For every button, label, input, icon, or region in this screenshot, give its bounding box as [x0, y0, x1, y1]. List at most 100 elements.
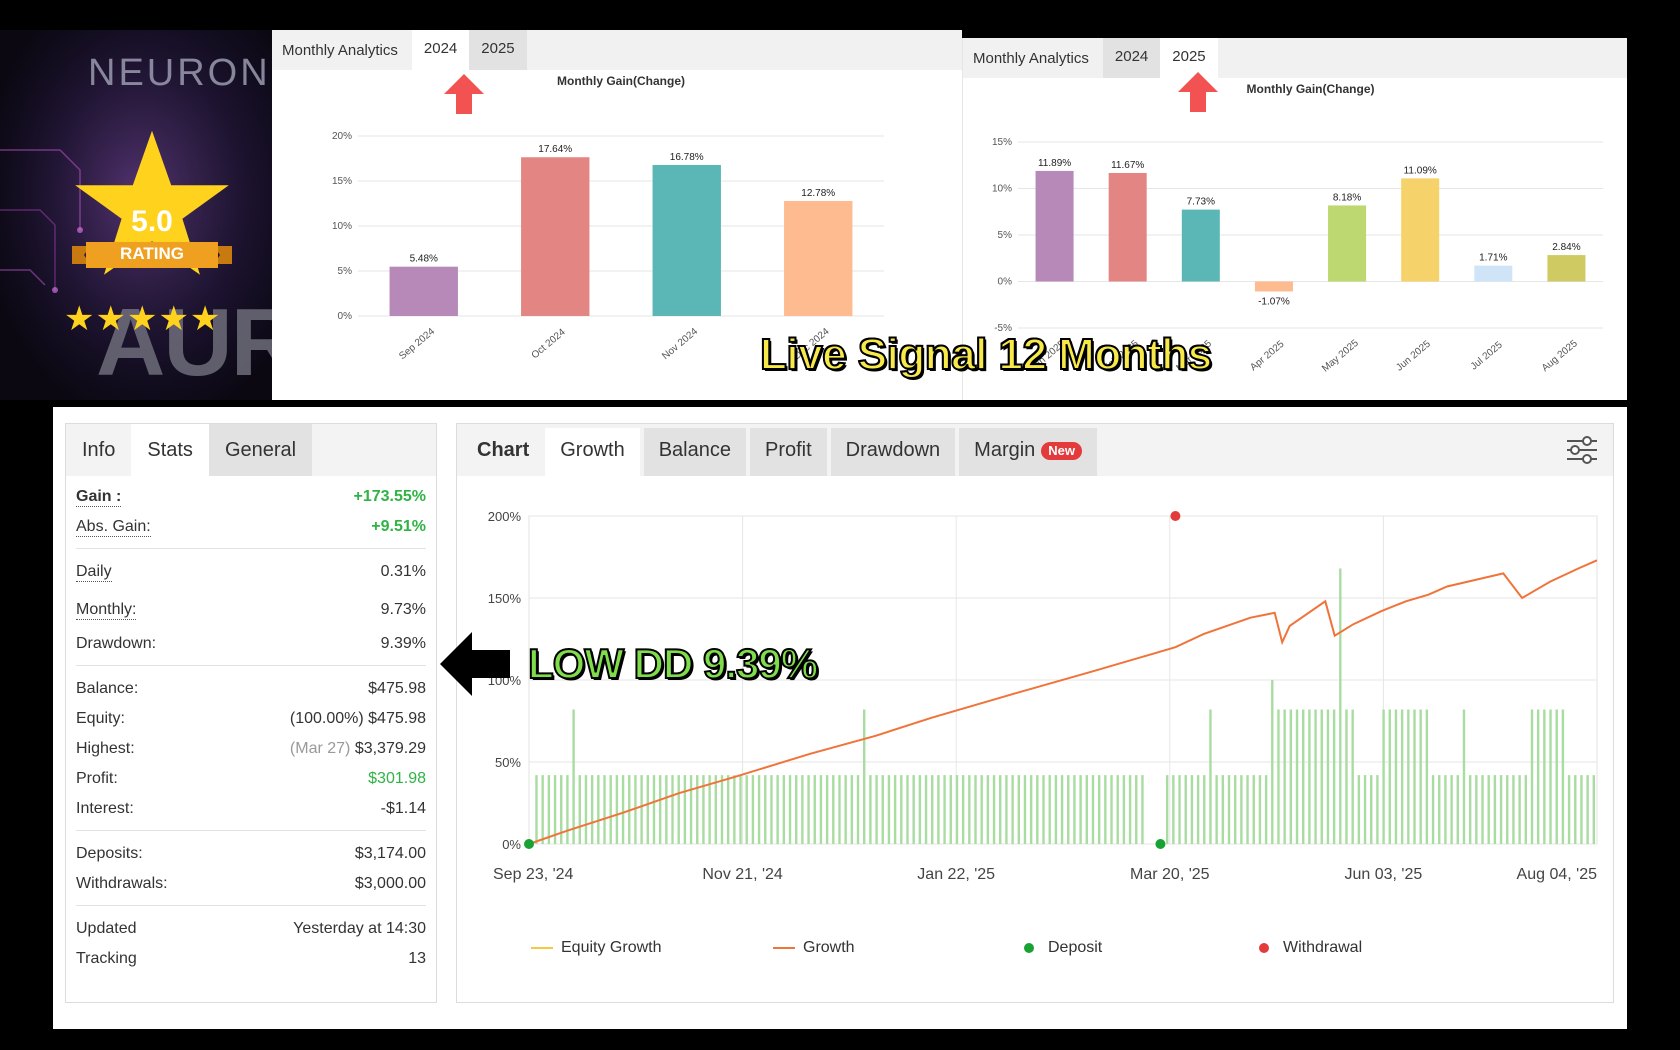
tab-margin[interactable]: Margin New [959, 428, 1098, 476]
tab-general[interactable]: General [208, 424, 313, 476]
legend-label: Growth [803, 939, 855, 956]
daily-bar [1172, 775, 1175, 844]
tab-margin-label: Margin [974, 439, 1036, 461]
equity-growth-swatch [531, 947, 553, 949]
y-tick-label: 15% [992, 137, 1012, 148]
daily-bar [1394, 709, 1398, 844]
daily-bar [918, 775, 922, 844]
daily-bar [745, 775, 748, 844]
daily-bar [1555, 709, 1558, 844]
daily-bar [590, 775, 594, 844]
daily-bar [893, 775, 897, 844]
daily-bar [1351, 709, 1354, 844]
tab-info[interactable]: Info [82, 439, 116, 461]
daily-bar [1295, 709, 1299, 844]
daily-bar [900, 775, 903, 844]
sliders-icon[interactable] [1565, 434, 1599, 466]
legend-withdrawal[interactable]: Withdrawal [1259, 939, 1362, 957]
deposits-label: Deposits: [76, 845, 143, 862]
daily-bar [1184, 775, 1187, 844]
daily-bar [751, 775, 755, 844]
legend-growth[interactable]: Growth [773, 939, 855, 957]
bar-value-label: 2.84% [1552, 242, 1580, 253]
daily-bar [702, 775, 705, 844]
analytics-label: Monthly Analytics [282, 41, 398, 59]
rating-value: 5.0 [131, 205, 173, 238]
daily-bar [961, 775, 965, 844]
drawdown-label: Drawdown: [76, 635, 157, 652]
tab-2025[interactable]: 2025 [469, 30, 527, 70]
daily-bar [801, 775, 804, 844]
profit-value: $301.98 [368, 770, 426, 787]
growth-chart: 0%50%100%150%200%Sep 23, '24 Nov 21, '24 J… [488, 509, 1598, 883]
tab-stats[interactable]: Stats [131, 424, 209, 476]
daily-bar [1079, 775, 1082, 844]
deposit-marker [1155, 839, 1166, 849]
daily-bar [1561, 709, 1565, 844]
daily-bar [1580, 775, 1583, 844]
stats-tabbar: Info Stats General [66, 424, 436, 476]
bar-value-label: 5.48% [410, 254, 438, 265]
daily-bar [1271, 680, 1274, 844]
daily-bar [634, 775, 637, 844]
tab-growth[interactable]: Growth [545, 428, 640, 476]
daily-bar [1141, 775, 1144, 844]
abs-gain-label[interactable]: Abs. Gain: [76, 517, 151, 537]
tab-2024[interactable]: 2024 [1102, 38, 1161, 78]
tracking-label: Tracking [76, 950, 137, 967]
tab-profit[interactable]: Profit [749, 428, 827, 476]
monthly-gain-chart-2025: Monthly Gain(Change) -5% 0% 5% 10% 15% 11.89% J… [992, 82, 1603, 374]
bar [389, 266, 458, 316]
legend-equity-growth[interactable]: Equity Growth [531, 939, 661, 957]
equity-value-group: (100.00%) $475.98 [290, 710, 426, 728]
equity-label: Equity: [76, 710, 125, 727]
daily-bar [863, 709, 866, 844]
chart-title: Monthly Gain(Change) [1247, 82, 1375, 96]
y-tick-label: 200% [488, 509, 522, 524]
tab-balance[interactable]: Balance [643, 428, 746, 476]
bar [1328, 205, 1367, 282]
daily-bar [1073, 775, 1076, 844]
daily-bar [1110, 775, 1113, 844]
analytics-label: Monthly Analytics [973, 49, 1089, 67]
daily-bar [1048, 775, 1051, 844]
equity-value: $475.98 [368, 710, 426, 727]
daily-bar [1067, 775, 1070, 844]
daily-bar [683, 775, 687, 844]
interest-row: Interest: -$1.14 [76, 794, 426, 824]
daily-bar [1407, 709, 1410, 844]
y-tick-label: -5% [994, 323, 1012, 334]
deposits-row: Deposits: $3,174.00 [76, 839, 426, 869]
gain-label[interactable]: Gain : [76, 487, 122, 507]
divider [76, 830, 426, 831]
monthly-label[interactable]: Monthly: [76, 600, 137, 620]
brand-top-word: NEURON [88, 52, 271, 94]
daily-bar [1339, 568, 1342, 844]
bar [1254, 281, 1293, 292]
tab-2024[interactable]: 2024 [411, 30, 470, 70]
daily-bar [1233, 775, 1237, 844]
daily-bar [782, 775, 786, 844]
profit-row: Profit: $301.98 [76, 764, 426, 794]
daily-bar [1543, 709, 1546, 844]
daily-label[interactable]: Daily [76, 562, 112, 582]
daily-bar [1444, 775, 1447, 844]
tab-2025[interactable]: 2025 [1160, 38, 1218, 78]
monthly-analytics-2024-panel: Monthly Analytics 2024 2025 Monthly Gain… [272, 30, 962, 400]
daily-bar [856, 775, 860, 844]
withdrawal-marker [1170, 511, 1181, 521]
bar [1108, 172, 1147, 282]
daily-bar [1370, 775, 1373, 844]
daily-bar [1332, 709, 1336, 844]
daily-bar [1456, 775, 1459, 844]
x-tick-label: Nov 2024 [660, 326, 700, 362]
daily-bar [572, 709, 575, 844]
tab-drawdown[interactable]: Drawdown [830, 428, 956, 476]
five-stars-icon: ★★★★★ [64, 300, 222, 338]
daily-bar [1567, 775, 1571, 844]
y-tick-label: 50% [495, 755, 521, 770]
daily-bar [1574, 775, 1577, 844]
legend-deposit[interactable]: Deposit [1024, 939, 1102, 957]
daily-bar [943, 775, 946, 844]
